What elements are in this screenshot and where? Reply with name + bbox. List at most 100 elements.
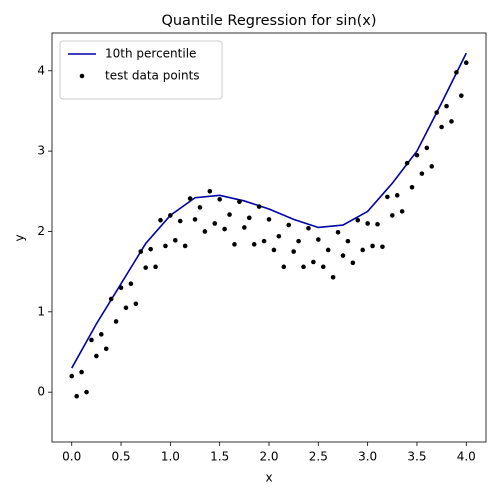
data-point — [118, 285, 124, 291]
axes-frame — [51, 32, 487, 443]
data-point — [444, 103, 449, 109]
x-tick-label: 3.5 — [407, 450, 426, 464]
y-tick-label: 4 — [37, 63, 45, 77]
data-point — [434, 110, 439, 115]
data-point — [94, 353, 99, 359]
data-point — [271, 247, 277, 253]
data-point — [79, 369, 84, 375]
x-tick-label: 2.5 — [309, 450, 328, 464]
data-point — [153, 264, 158, 270]
data-point — [360, 247, 366, 253]
data-point — [163, 243, 168, 249]
data-point — [251, 242, 257, 247]
x-axis-label: x — [265, 471, 272, 485]
legend-label: test data points — [105, 69, 200, 83]
data-point — [291, 249, 296, 254]
data-point — [276, 233, 282, 239]
data-point — [355, 217, 361, 223]
data-point — [389, 213, 395, 218]
data-point — [414, 152, 420, 158]
data-point — [380, 244, 385, 250]
data-point — [281, 264, 287, 270]
legend-box — [59, 40, 223, 100]
data-point — [350, 260, 356, 266]
data-point — [459, 93, 464, 98]
data-point — [84, 389, 89, 395]
data-point — [89, 337, 94, 343]
x-tick-label: 1.0 — [161, 450, 180, 464]
data-point — [128, 281, 134, 287]
data-point — [385, 194, 390, 200]
plot-area — [69, 52, 469, 399]
data-point — [148, 246, 153, 252]
data-point — [103, 346, 109, 352]
data-point — [409, 184, 415, 190]
data-point — [256, 204, 262, 209]
data-point — [168, 213, 173, 218]
data-point — [316, 237, 321, 242]
data-point — [177, 218, 183, 224]
data-point — [370, 243, 375, 249]
data-point — [182, 243, 188, 249]
data-point — [375, 221, 380, 227]
data-point — [429, 164, 435, 169]
x-tick-label: 0.0 — [62, 450, 81, 464]
data-point — [69, 373, 75, 379]
legend-marker — [79, 73, 85, 79]
data-point — [202, 229, 208, 234]
data-point — [217, 197, 222, 202]
data-point — [330, 274, 336, 280]
data-point — [197, 205, 203, 210]
x-tick-label: 3.0 — [358, 450, 377, 464]
data-point — [123, 305, 129, 311]
data-point — [212, 221, 218, 226]
data-point — [261, 238, 267, 244]
x-tick-label: 4.0 — [457, 450, 476, 464]
data-point — [454, 70, 459, 75]
data-point — [187, 196, 193, 201]
y-tick-label: 3 — [37, 144, 45, 158]
data-point — [311, 259, 316, 265]
data-point — [424, 145, 430, 151]
data-point — [365, 221, 370, 226]
data-point — [449, 119, 454, 124]
data-point — [439, 124, 444, 130]
data-point — [108, 296, 114, 302]
data-point — [113, 319, 119, 324]
x-tick-label: 1.5 — [210, 450, 229, 464]
legend-label: 10th percentile — [105, 47, 196, 61]
data-point — [266, 217, 272, 222]
data-point — [301, 264, 306, 270]
data-point — [192, 217, 198, 222]
data-point — [404, 160, 410, 166]
y-axis-label: y — [13, 234, 27, 241]
data-point — [172, 238, 178, 243]
data-point — [345, 238, 351, 244]
data-point — [133, 301, 139, 307]
data-point — [463, 60, 469, 66]
x-tick-label: 0.5 — [111, 450, 130, 464]
data-point — [335, 229, 341, 235]
data-point — [207, 188, 213, 194]
data-point — [222, 226, 227, 232]
data-point — [394, 193, 400, 198]
data-point — [242, 225, 247, 230]
data-point — [74, 393, 79, 399]
data-point — [340, 253, 346, 258]
data-point — [306, 225, 311, 231]
data-point — [296, 238, 301, 244]
data-point — [286, 222, 292, 228]
line-series — [71, 52, 467, 369]
data-point — [325, 247, 331, 253]
data-point — [158, 217, 163, 223]
data-point — [143, 265, 149, 270]
data-point — [399, 209, 405, 214]
x-tick-label: 2.0 — [259, 450, 278, 464]
data-point — [232, 242, 237, 247]
data-point — [138, 249, 144, 254]
data-point — [419, 171, 425, 176]
y-tick-label: 2 — [37, 224, 45, 238]
chart-title: Quantile Regression for sin(x) — [161, 13, 376, 29]
